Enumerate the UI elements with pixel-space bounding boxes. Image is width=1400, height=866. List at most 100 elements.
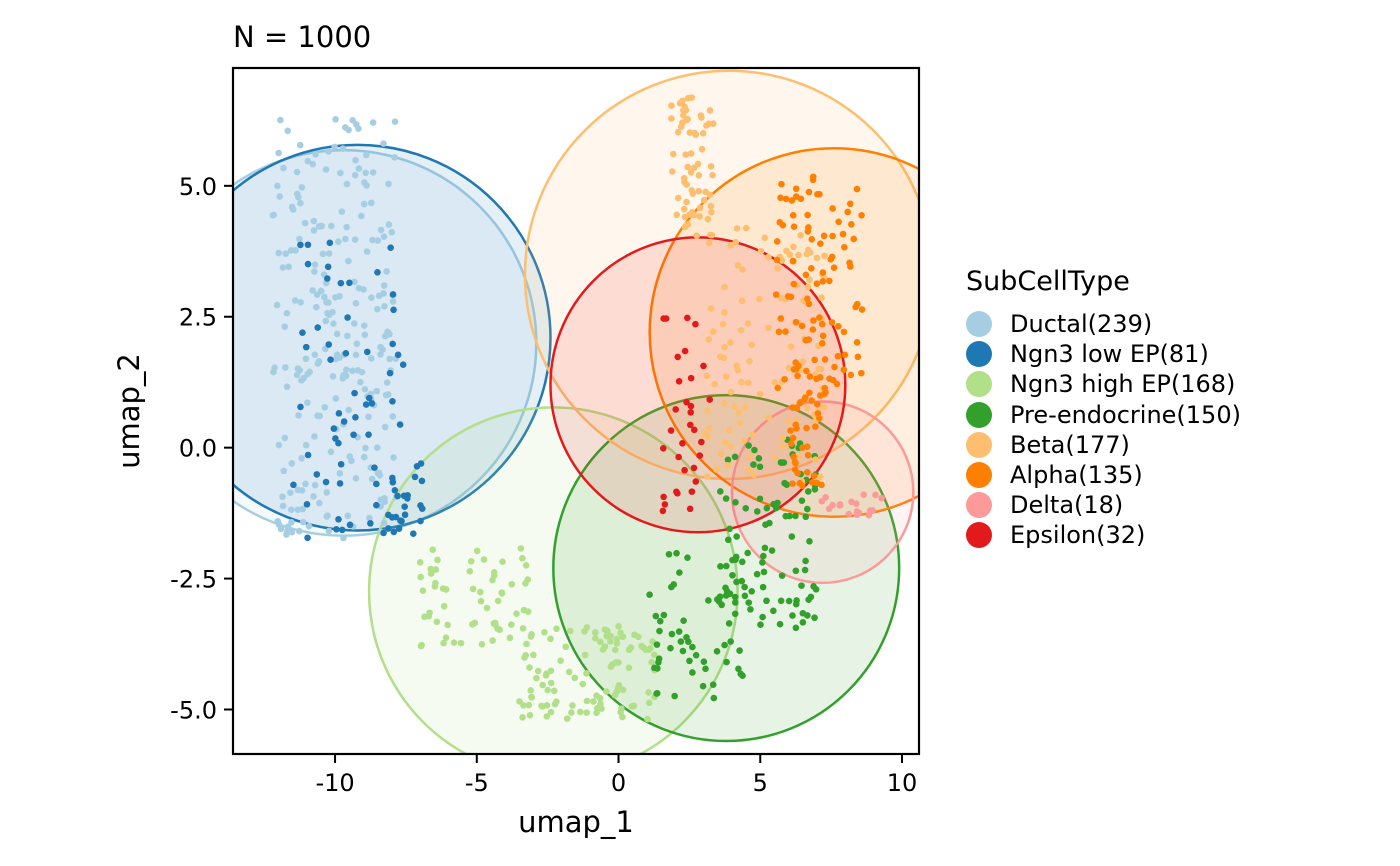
data-point: [337, 169, 344, 177]
data-point: [778, 180, 785, 188]
data-point: [676, 569, 683, 576]
data-point: [687, 150, 695, 157]
data-point: [337, 460, 345, 468]
data-point: [790, 453, 797, 461]
data-point: [351, 389, 358, 397]
data-point: [772, 291, 780, 298]
data-point: [684, 314, 691, 322]
data-point: [361, 385, 369, 393]
data-point: [721, 309, 728, 316]
data-point: [607, 663, 615, 670]
data-point: [327, 356, 334, 364]
data-point: [759, 559, 766, 566]
data-point: [593, 709, 600, 717]
legend-label: Ductal(239): [1010, 310, 1153, 339]
data-point: [765, 324, 772, 332]
data-point: [579, 680, 587, 688]
data-point: [388, 228, 396, 236]
data-point: [282, 250, 290, 257]
data-point: [756, 295, 763, 303]
data-point: [822, 494, 829, 501]
data-point: [293, 371, 301, 379]
data-point: [305, 522, 313, 530]
data-point: [349, 367, 356, 375]
data-point: [793, 425, 800, 432]
data-point: [675, 628, 683, 635]
data-point: [527, 687, 534, 694]
data-point: [806, 276, 813, 284]
data-point: [688, 488, 696, 495]
data-point: [704, 215, 712, 223]
data-point: [601, 643, 609, 650]
data-point: [674, 353, 682, 361]
data-point: [344, 314, 351, 321]
data-point: [707, 305, 715, 312]
data-point: [376, 471, 384, 479]
data-point: [813, 254, 821, 262]
data-point: [427, 565, 435, 573]
data-point: [790, 243, 797, 251]
data-point: [645, 689, 652, 696]
data-point: [691, 129, 698, 137]
data-point: [788, 533, 796, 540]
data-point: [389, 398, 396, 405]
data-point: [804, 283, 812, 291]
data-point: [787, 427, 794, 434]
data-point: [508, 580, 516, 588]
x-axis-label: umap_1: [518, 805, 634, 839]
data-point: [668, 115, 675, 122]
data-point: [841, 243, 848, 251]
data-point: [369, 236, 376, 244]
data-point: [635, 633, 642, 641]
legend-label: Beta(177): [1010, 430, 1130, 459]
data-point: [358, 212, 365, 220]
data-point: [293, 190, 301, 198]
data-point: [858, 211, 865, 219]
data-point: [313, 291, 321, 299]
data-point: [337, 279, 345, 287]
data-point: [310, 268, 318, 275]
data-point: [542, 672, 550, 679]
data-point: [533, 674, 540, 682]
data-point: [273, 301, 281, 309]
data-point: [792, 365, 800, 373]
data-point: [281, 434, 289, 442]
data-point: [434, 556, 441, 564]
data-point: [698, 438, 705, 446]
data-point: [306, 368, 313, 376]
data-point: [345, 406, 353, 414]
data-point: [652, 612, 660, 620]
data-point: [373, 480, 380, 488]
data-point: [763, 597, 770, 605]
data-point: [311, 261, 319, 268]
data-point: [517, 545, 525, 552]
data-point: [680, 112, 687, 119]
data-point: [679, 439, 686, 447]
data-point: [787, 440, 795, 448]
data-point: [814, 400, 821, 408]
data-point: [310, 493, 317, 500]
data-point: [858, 369, 865, 377]
data-point: [426, 609, 433, 617]
data-point: [396, 421, 404, 428]
data-point: [302, 343, 310, 351]
data-point: [304, 399, 311, 406]
data-point: [803, 367, 810, 375]
data-point: [731, 453, 739, 461]
data-point: [304, 241, 312, 249]
data-point: [848, 220, 855, 228]
data-point: [342, 349, 350, 357]
data-point: [418, 641, 425, 649]
data-point: [816, 314, 823, 321]
data-point: [847, 263, 854, 270]
data-point: [333, 525, 340, 533]
data-point: [271, 364, 278, 371]
data-point: [330, 425, 338, 432]
legend-label: Epsilon(32): [1010, 521, 1146, 550]
data-point: [363, 182, 370, 189]
data-point: [725, 620, 733, 627]
data-point: [773, 238, 781, 245]
data-point: [804, 211, 811, 219]
data-point: [878, 494, 885, 502]
data-point: [431, 583, 439, 590]
